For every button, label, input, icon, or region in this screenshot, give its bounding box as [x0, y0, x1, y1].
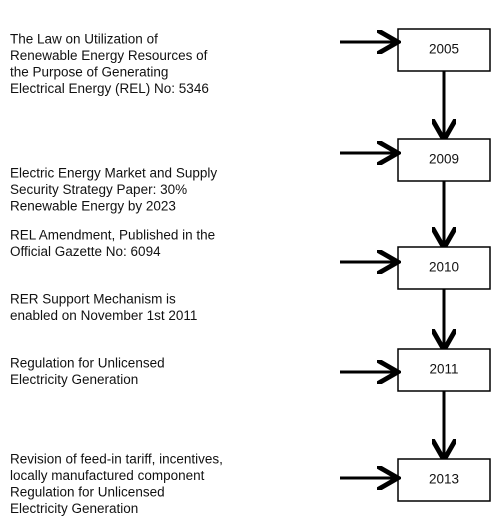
note-text: enabled on November 1st 2011 — [10, 308, 197, 323]
year-label: 2010 — [429, 260, 459, 275]
note-text: Regulation for Unlicensed — [10, 356, 165, 371]
note-text: Revision of feed-in tariff, incentives, — [10, 452, 223, 467]
note-text: RER Support Mechanism is — [10, 292, 176, 307]
year-label: 2011 — [429, 362, 458, 377]
note-text: Regulation for Unlicensed — [10, 485, 165, 500]
note-text: Renewable Energy by 2023 — [10, 199, 176, 214]
year-label: 2009 — [429, 152, 459, 167]
year-label: 2005 — [429, 42, 459, 57]
note-text: Electrical Energy (REL) No: 5346 — [10, 81, 209, 96]
note-text: the Purpose of Generating — [10, 65, 168, 80]
note-text: Electricity Generation — [10, 372, 138, 387]
year-box — [397, 138, 491, 182]
note-text: Security Strategy Paper: 30% — [10, 182, 187, 197]
note-text: Renewable Energy Resources of — [10, 48, 208, 63]
note-text: REL Amendment, Published in the — [10, 228, 215, 243]
note-text: locally manufactured component — [10, 468, 205, 483]
note-text: Electricity Generation — [10, 501, 138, 516]
note-text: Electric Energy Market and Supply — [10, 166, 217, 181]
note-text: The Law on Utilization of — [10, 32, 158, 47]
year-label: 2013 — [429, 472, 459, 487]
note-text: Official Gazette No: 6094 — [10, 244, 161, 259]
